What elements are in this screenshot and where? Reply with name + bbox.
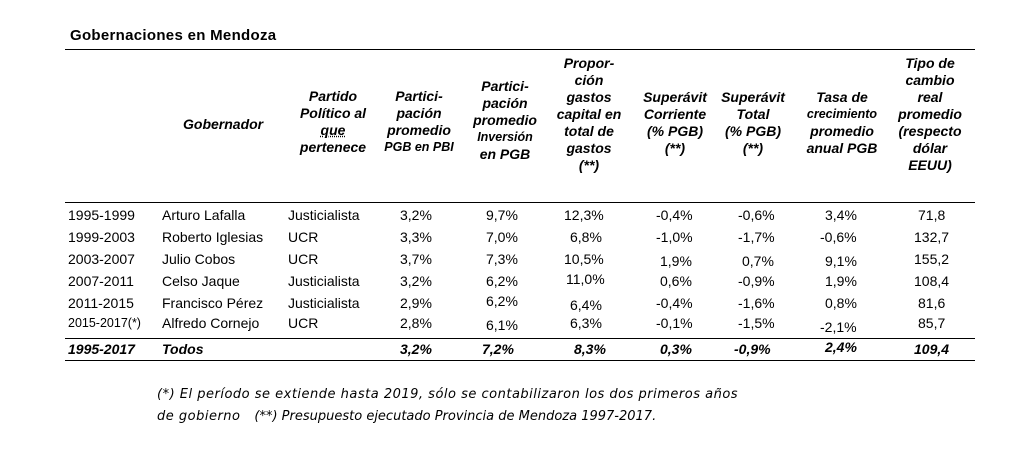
header-partido: Partido Político al que pertenece [299, 88, 367, 155]
footnote-line-1: (*) El período se extiende hasta 2019, s… [157, 387, 739, 402]
header-tasa-crecimiento: Tasa de crecimiento promedio anual PGB [806, 89, 878, 156]
header-rule [65, 202, 975, 203]
header-participacion-pgb: Partici-pación promedio PGB en PBI [384, 88, 454, 154]
header-gobernador: Gobernador [183, 116, 264, 132]
footnote-line-2: de gobierno (**) Presupuesto ejecutado P… [157, 409, 657, 424]
total-rule [65, 338, 975, 339]
header-superavit-total: Superávit Total (% PGB) (**) [721, 89, 785, 156]
page-title: Gobernaciones en Mendoza [70, 27, 277, 44]
bottom-rule [65, 360, 975, 361]
header-tipo-cambio: Tipo de cambio real promedio (respecto dóla… [898, 55, 962, 173]
top-rule [65, 49, 975, 50]
header-proporcion: Propor-ción gastos capital en total de gas… [556, 55, 622, 173]
header-inversion: Partici-pación promedio Inversión en PGB [473, 78, 537, 162]
header-superavit-corriente: Superávit Corriente (% PGB) (**) [643, 89, 707, 156]
